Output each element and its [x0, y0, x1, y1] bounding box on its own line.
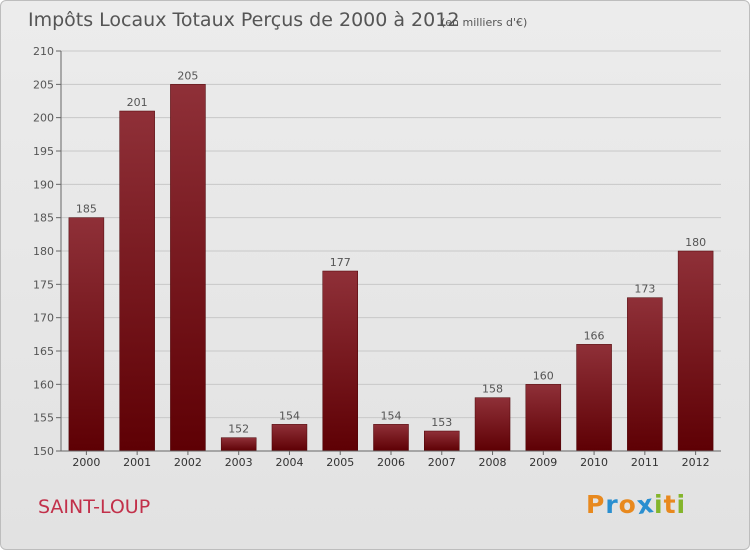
data-label-2012: 180	[685, 236, 706, 249]
logo-letter: o	[618, 490, 637, 519]
chart-subtitle: (en milliers d'€)	[441, 16, 528, 29]
x-tick-label-2005: 2005	[326, 456, 354, 469]
bar-2004[interactable]	[271, 424, 308, 452]
x-tick-label-2009: 2009	[529, 456, 557, 469]
proxiti-logo[interactable]: Proxiti	[586, 488, 687, 521]
y-tick-label: 190	[33, 178, 54, 191]
x-tick-label-2000: 2000	[72, 456, 100, 469]
y-tick-label: 205	[33, 78, 54, 91]
bar-2012[interactable]	[677, 250, 714, 452]
bar-2011[interactable]	[627, 297, 663, 452]
y-tick-label: 150	[33, 445, 54, 458]
x-tick-label-2010: 2010	[580, 456, 608, 469]
x-tick-label-2006: 2006	[377, 456, 405, 469]
bar-2009[interactable]	[525, 384, 562, 452]
data-label-2009: 160	[533, 369, 554, 382]
data-label-2000: 185	[76, 203, 97, 216]
y-tick-label: 185	[33, 212, 54, 225]
bar-2002[interactable]	[170, 84, 206, 452]
x-tick-label-2003: 2003	[225, 456, 253, 469]
bar-2000[interactable]	[68, 217, 105, 452]
data-label-2010: 166	[584, 329, 605, 342]
x-tick-label-2007: 2007	[428, 456, 456, 469]
x-tick-label-2011: 2011	[631, 456, 659, 469]
y-tick-label: 165	[33, 345, 54, 358]
bar-2005[interactable]	[322, 270, 358, 452]
data-label-2008: 158	[482, 383, 503, 396]
chart-title: Impôts Locaux Totaux Perçus de 2000 à 20…	[28, 9, 460, 31]
y-tick-label: 170	[33, 312, 54, 325]
y-tick-label: 155	[33, 412, 54, 425]
gridlines	[61, 50, 721, 452]
axes: 150 155 160 165 170 175 180 185 190 195 200 205 210 1…	[33, 45, 721, 469]
x-tick-label-2002: 2002	[174, 456, 202, 469]
y-tick-label: 160	[33, 378, 54, 391]
bar-2006[interactable]	[373, 424, 409, 452]
data-label-2004: 154	[279, 409, 300, 422]
y-tick-label: 180	[33, 245, 54, 258]
data-label-2011: 173	[634, 283, 655, 296]
location-label: SAINT-LOUP	[38, 496, 151, 518]
x-tick-label-2001: 2001	[123, 456, 151, 469]
y-tick-label: 210	[33, 45, 54, 58]
logo-letter: t	[663, 490, 677, 519]
logo-letter: i	[654, 490, 664, 519]
data-label-2005: 177	[330, 256, 351, 269]
x-tick-label-2008: 2008	[479, 456, 507, 469]
y-tick-label: 200	[33, 112, 54, 125]
y-tick-label: 175	[33, 278, 54, 291]
data-label-2003: 152	[228, 423, 249, 436]
x-tick-label-2004: 2004	[275, 456, 303, 469]
logo-letter: i	[676, 490, 687, 519]
data-label-2002: 205	[177, 69, 198, 82]
bars	[68, 84, 714, 452]
data-label-2006: 154	[381, 409, 402, 422]
data-label-2001: 201	[127, 96, 148, 109]
logo-letter: P	[586, 490, 606, 519]
logo-letter: x	[634, 488, 656, 521]
x-tick-label-2012: 2012	[682, 456, 710, 469]
logo-letter: r	[605, 490, 619, 519]
bar-2001[interactable]	[119, 110, 155, 452]
bar-2008[interactable]	[474, 397, 511, 452]
data-label-2007: 153	[431, 416, 452, 429]
bar-2010[interactable]	[576, 344, 612, 452]
bar-2003[interactable]	[220, 437, 257, 452]
y-tick-label: 195	[33, 145, 54, 158]
bar-2007[interactable]	[424, 430, 460, 452]
